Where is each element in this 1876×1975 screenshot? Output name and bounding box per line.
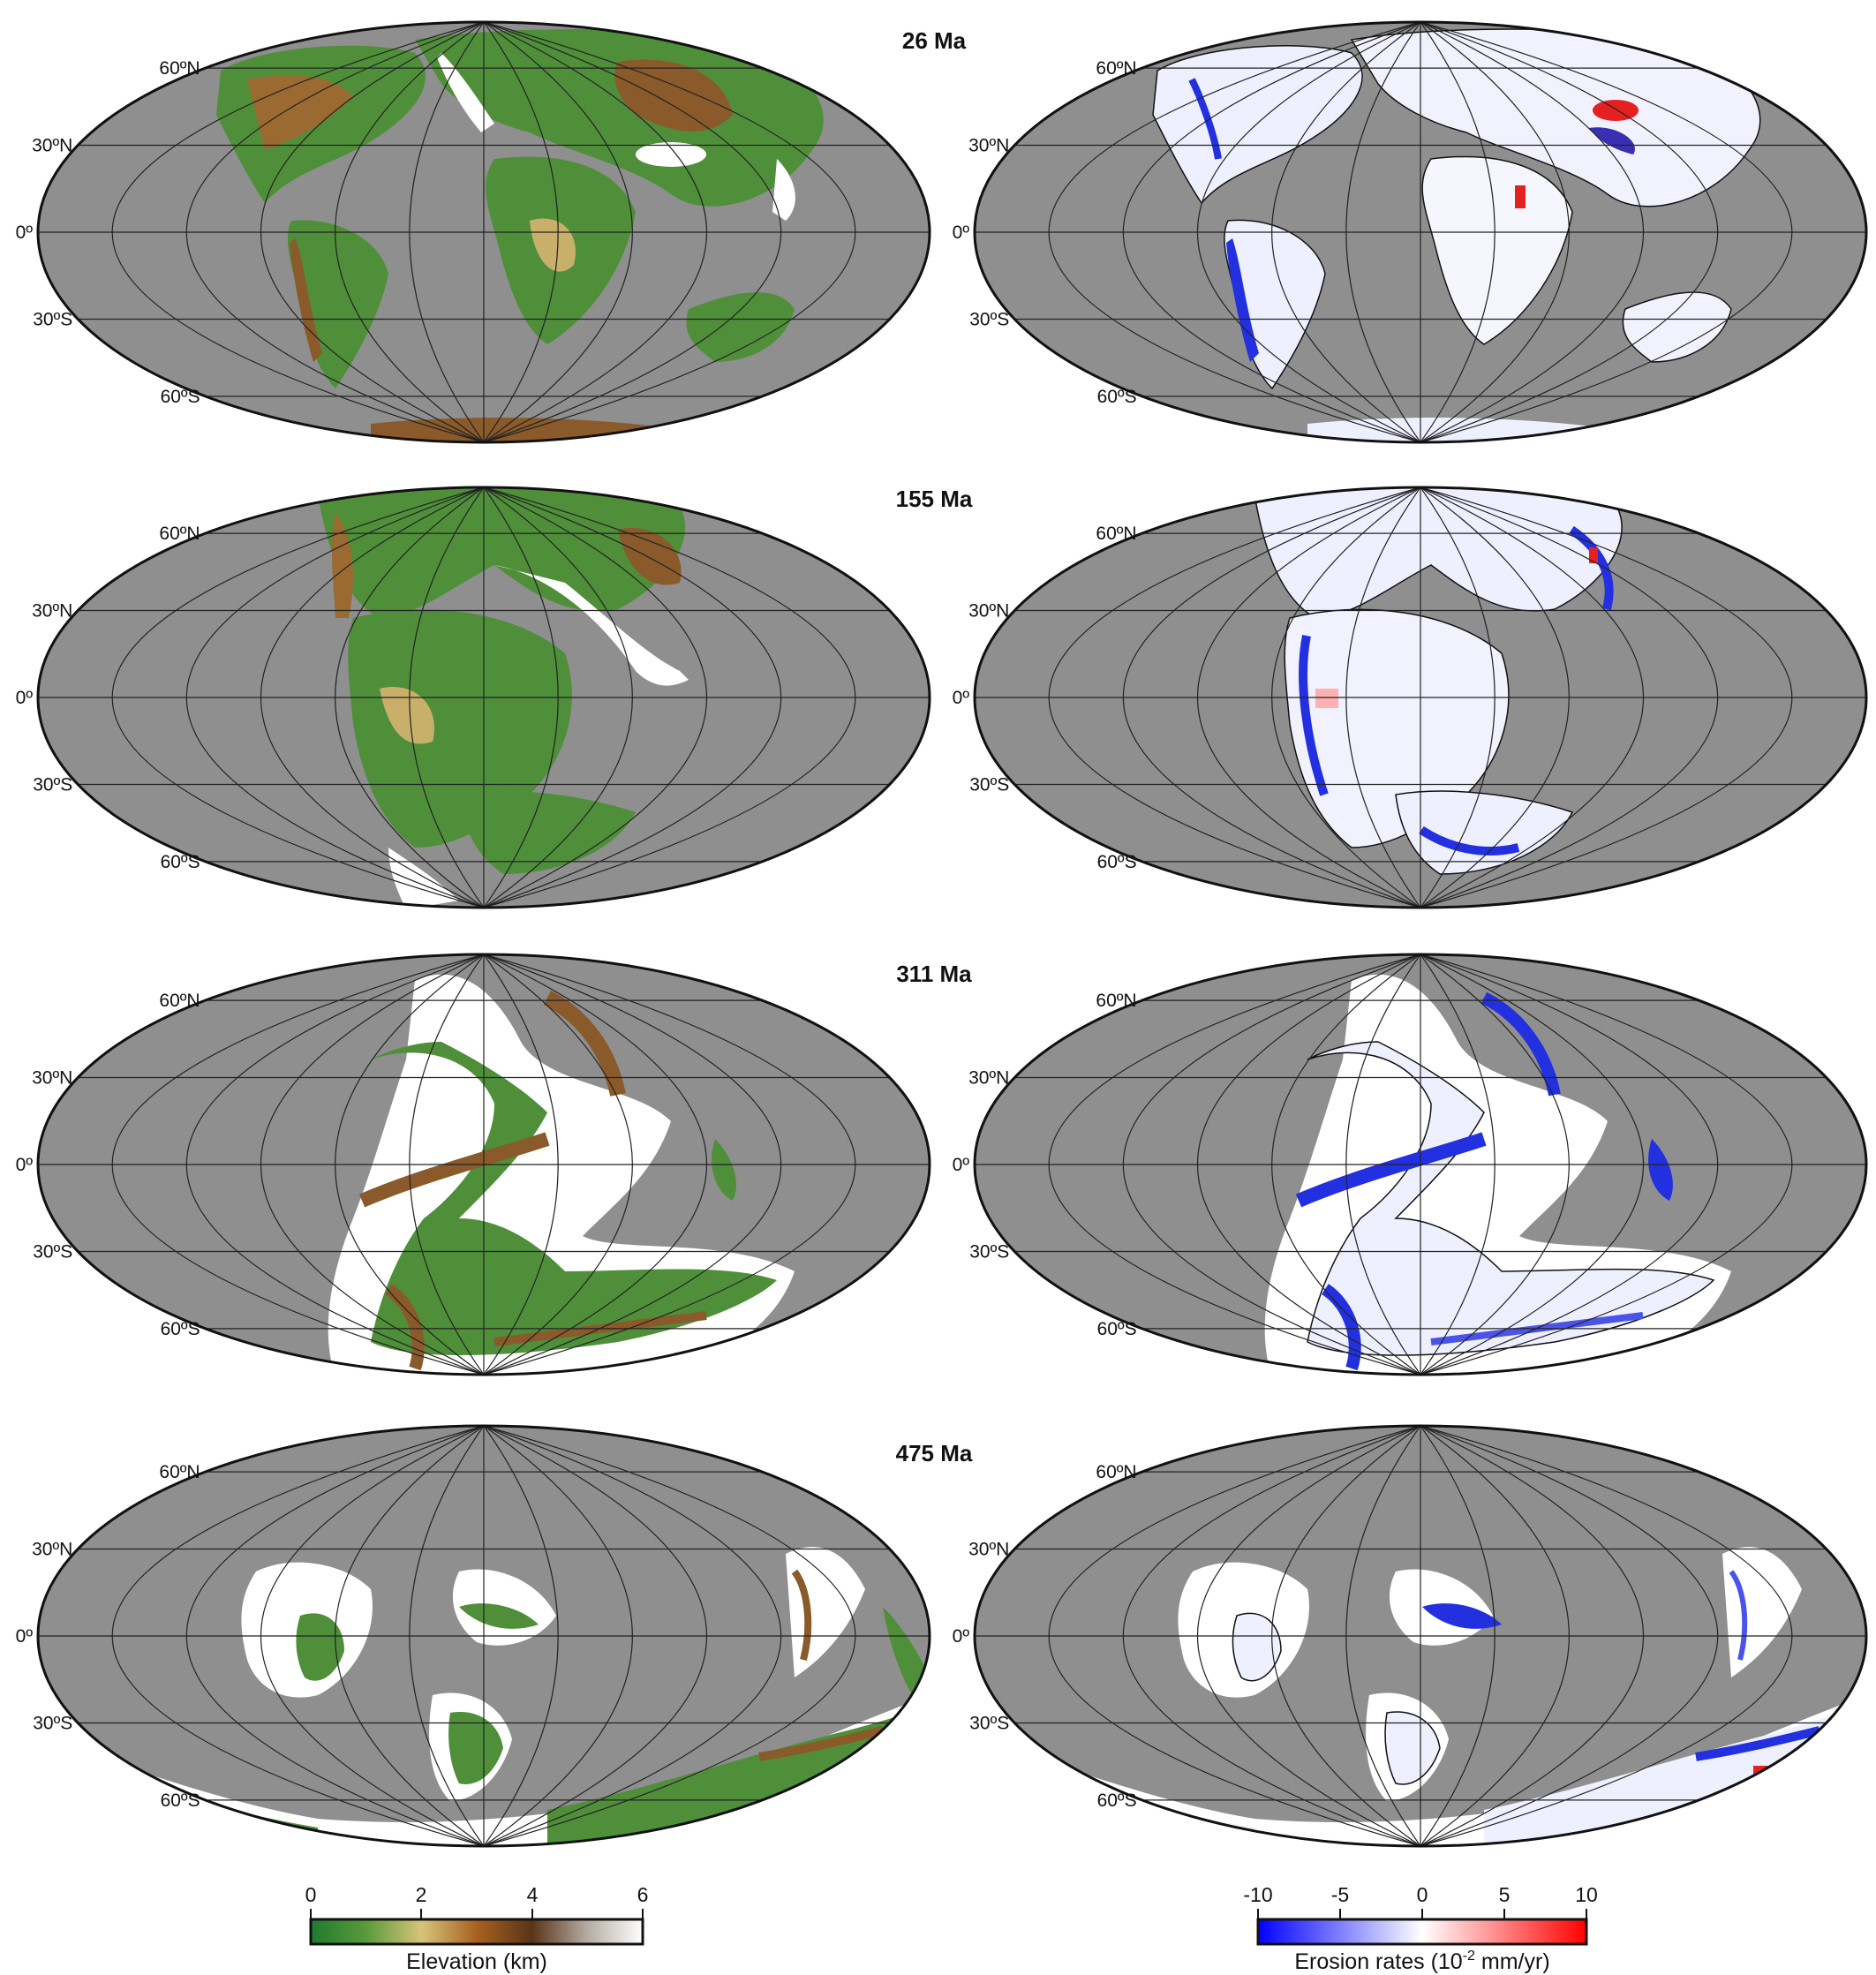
latitude-label: 30ºN [32, 1539, 72, 1559]
latitude-label: 0º [16, 688, 34, 708]
latitude-label: 60ºN [159, 1462, 200, 1482]
erosion-title-prefix: Erosion rates (10 [1294, 1949, 1462, 1974]
latitude-label: 60ºN [1096, 1462, 1136, 1482]
latitude-label: 30ºS [969, 1714, 1009, 1734]
graticule [975, 1426, 1866, 1846]
elevation-colorbar-ticks [310, 1909, 644, 1919]
graticule [38, 487, 930, 908]
erosion-colorbar-title: Erosion rates (10-2 mm/yr) [1294, 1949, 1549, 1974]
graticule [975, 487, 1866, 908]
erosion-tick-5: 5 [1499, 1883, 1511, 1906]
latitude-label: 0º [16, 1155, 34, 1175]
continents [1152, 28, 1761, 442]
age-label-155ma: 155 Ma [896, 486, 973, 512]
latitude-label: 60ºS [161, 387, 200, 407]
latitude-label: 30ºS [969, 775, 1009, 795]
erosion-colorbar-ticks [1257, 1909, 1587, 1919]
map-outlines [36, 20, 1868, 1848]
latitude-label: 60ºS [161, 1319, 200, 1339]
latitude-label: 30ºN [968, 1539, 1009, 1559]
latitude-label: 0º [953, 222, 970, 243]
latitude-label: 60ºN [159, 58, 200, 79]
continents [1264, 974, 1731, 1375]
graticule [975, 22, 1866, 442]
graticule [38, 954, 930, 1375]
latitude-label: 30ºS [969, 1242, 1009, 1263]
latitude-label: 60ºN [159, 991, 200, 1011]
erosion-title-exponent: -2 [1463, 1949, 1475, 1964]
latitude-label: 60ºS [1097, 387, 1137, 407]
latitude-label: 30ºN [968, 600, 1009, 621]
latitude-label: 60ºS [161, 1790, 200, 1811]
erosion-tick-minus10: -10 [1243, 1883, 1272, 1906]
latitude-label: 60ºS [161, 852, 200, 872]
graticule [38, 1426, 930, 1846]
erosion-title-suffix: mm/yr) [1475, 1949, 1550, 1974]
continents [1254, 487, 1623, 875]
erosion-tick-0: 0 [1417, 1883, 1428, 1906]
age-label-475ma: 475 Ma [896, 1440, 973, 1466]
latitude-label: 30ºS [33, 775, 72, 795]
continents [318, 487, 689, 908]
age-label-311ma: 311 Ma [896, 961, 972, 987]
latitude-label: 60ºN [159, 524, 200, 544]
latitude-label: 30ºN [968, 135, 1009, 155]
age-label-26ma: 26 Ma [902, 27, 967, 54]
latitude-label: 0º [16, 222, 34, 243]
erosion-tick-10: 10 [1575, 1883, 1598, 1906]
latitude-label: 30ºN [32, 1067, 72, 1088]
latitude-label: 0º [953, 1626, 970, 1647]
continents [328, 974, 795, 1375]
latitude-label: 60ºN [1096, 58, 1136, 79]
latitude-label: 30ºN [968, 1067, 1009, 1088]
latitude-label: 30ºS [33, 1242, 72, 1263]
latitude-label: 30ºN [32, 135, 72, 155]
latitude-label: 60ºS [1097, 852, 1137, 872]
latitude-label: 0º [953, 1155, 970, 1175]
latitude-label: 0º [16, 1626, 34, 1647]
elevation-tick-4: 4 [527, 1883, 539, 1906]
elevation-tick-2: 2 [416, 1883, 427, 1906]
latitude-label: 60ºS [1097, 1319, 1137, 1339]
latitude-label: 60ºN [1096, 524, 1136, 544]
erosion-tick-minus5: -5 [1331, 1883, 1349, 1906]
elevation-tick-6: 6 [637, 1883, 649, 1906]
latitude-label: 30ºN [32, 600, 72, 621]
graticule [975, 954, 1866, 1375]
elevation-colorbar-title: Elevation (km) [406, 1949, 547, 1974]
latitude-label: 60ºN [1096, 991, 1136, 1011]
latitude-labels: 60ºN 30ºN 0º 30ºS 60ºS 60ºN 30ºN 0º 30ºS 60ºS 60ºN… [16, 58, 1137, 1811]
erosion-colorbar: -10 -5 0 5 10 Erosion rates (10-2 mm/yr) [1243, 1883, 1597, 1974]
elevation-tick-0: 0 [305, 1883, 317, 1906]
graticule [38, 22, 930, 442]
elevation-colorbar: 0 2 4 6 Elevation (km) [305, 1883, 649, 1974]
latitude-label: 30ºS [969, 310, 1009, 330]
latitude-label: 30ºS [33, 1714, 72, 1734]
elevation-colorbar-bar [309, 1918, 644, 1946]
latitude-label: 0º [953, 688, 970, 708]
graticule-lines [38, 22, 1866, 1846]
latitude-label: 60ºS [1097, 1790, 1137, 1811]
latitude-label: 30ºS [33, 310, 72, 330]
erosion-colorbar-bar [1256, 1918, 1588, 1946]
